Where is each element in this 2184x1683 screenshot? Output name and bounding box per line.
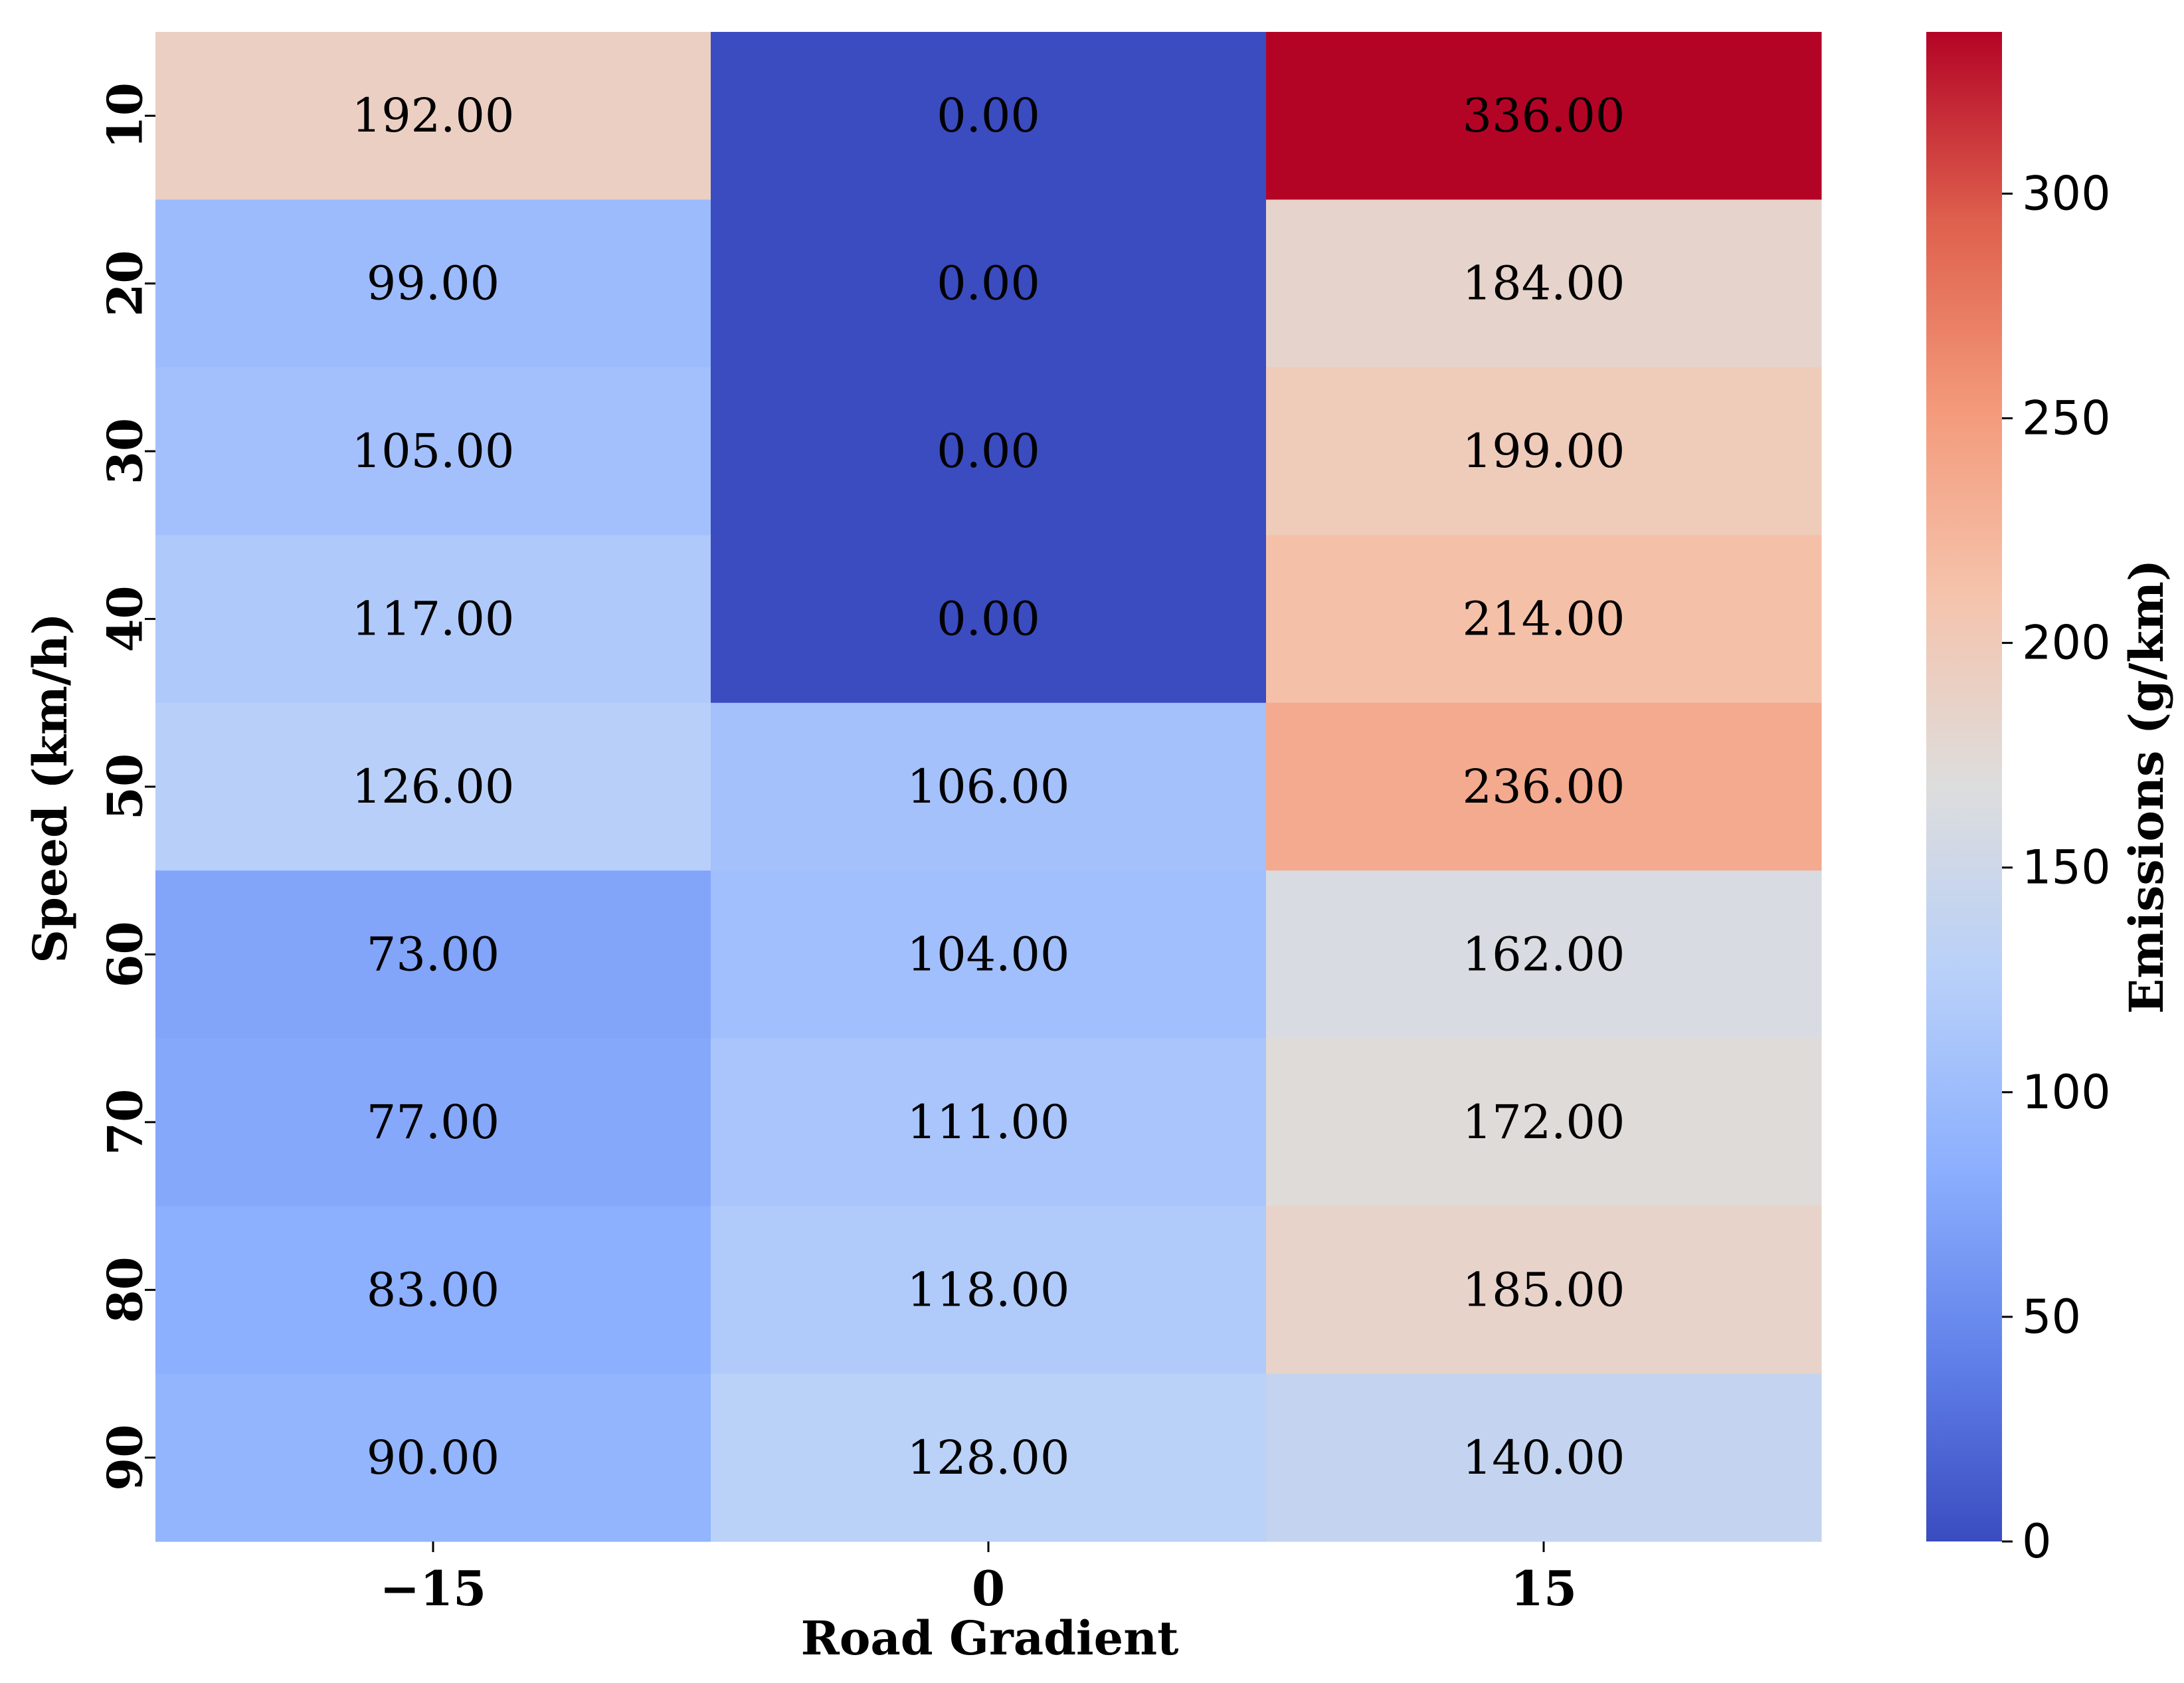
heatmap-cell — [155, 32, 711, 200]
y-axis: 10 20 30 40 50 60 70 80 90 — [97, 82, 155, 1491]
colorbar-ticks: 0 50 100 150 200 250 300 — [2002, 166, 2111, 1569]
colorbar-tick-label: 100 — [2022, 1065, 2111, 1120]
heatmap-cell — [1266, 1373, 1822, 1542]
heatmap-cell — [1266, 367, 1822, 536]
heatmap-cell — [711, 1373, 1267, 1542]
cell-value-label: 185.00 — [1463, 1262, 1625, 1317]
heatmap-cell — [1266, 702, 1822, 871]
heatmap-cell — [1266, 870, 1822, 1039]
colorbar-tick-label: 0 — [2022, 1514, 2052, 1569]
cell-value-label: 106.00 — [907, 759, 1070, 814]
heatmap-cell — [1266, 1038, 1822, 1207]
heatmap-cells: 192.00 0.00 336.00 99.00 0.00 184.00 105.00 0.0… — [155, 32, 1822, 1542]
cell-value-label: 0.00 — [937, 424, 1040, 478]
y-axis-title: Speed (km/h) — [23, 613, 78, 963]
cell-value-label: 77.00 — [367, 1095, 500, 1149]
cell-value-label: 117.00 — [352, 592, 515, 646]
cell-value-label: 172.00 — [1463, 1095, 1625, 1149]
y-tick-label: 30 — [97, 418, 153, 484]
heatmap-cell — [155, 367, 711, 536]
cell-value-label: 105.00 — [352, 424, 515, 478]
heatmap-cell — [1266, 535, 1822, 704]
heatmap-cell — [711, 1206, 1267, 1375]
heatmap-cell — [1266, 32, 1822, 200]
cell-value-label: 128.00 — [907, 1431, 1070, 1485]
cell-value-label: 214.00 — [1463, 592, 1625, 646]
cell-value-label: 126.00 — [352, 759, 515, 814]
cell-value-label: 199.00 — [1463, 424, 1625, 478]
heatmap-cell — [711, 367, 1267, 536]
cell-value-label: 104.00 — [907, 927, 1070, 981]
cell-value-label: 0.00 — [937, 88, 1040, 143]
heatmap-cell — [711, 535, 1267, 704]
cell-value-label: 184.00 — [1463, 256, 1625, 311]
cell-value-label: 236.00 — [1463, 759, 1625, 814]
x-tick-label: 0 — [972, 1560, 1005, 1617]
heatmap-cell — [711, 870, 1267, 1039]
heatmap-cell — [155, 1373, 711, 1542]
heatmap-cell — [711, 32, 1267, 200]
cell-value-label: 192.00 — [352, 88, 515, 143]
cell-value-label: 83.00 — [367, 1262, 500, 1317]
y-tick-label: 40 — [97, 585, 153, 652]
heatmap-cell — [1266, 1206, 1822, 1375]
colorbar-tick-label: 250 — [2022, 391, 2111, 446]
x-axis-title: Road Gradient — [801, 1611, 1179, 1666]
heatmap-cell — [155, 870, 711, 1039]
y-tick-label: 10 — [97, 82, 153, 149]
heatmap-cell — [155, 199, 711, 368]
heatmap-cell — [711, 702, 1267, 871]
heatmap-cell — [155, 1206, 711, 1375]
y-tick-label: 70 — [97, 1089, 153, 1155]
cell-value-label: 0.00 — [937, 256, 1040, 311]
heatmap-cell — [155, 535, 711, 704]
colorbar-tick-label: 300 — [2022, 166, 2111, 221]
x-tick-label: −15 — [380, 1560, 487, 1617]
cell-value-label: 336.00 — [1463, 88, 1625, 143]
heatmap-cell — [1266, 199, 1822, 368]
cell-value-label: 99.00 — [367, 256, 500, 311]
colorbar — [1926, 32, 2002, 1541]
x-axis: −15 0 15 — [380, 1541, 1577, 1617]
y-tick-label: 90 — [97, 1425, 153, 1491]
colorbar-tick-label: 150 — [2022, 841, 2111, 895]
y-tick-label: 20 — [97, 250, 153, 317]
cell-value-label: 73.00 — [367, 927, 500, 981]
colorbar-tick-label: 50 — [2022, 1290, 2081, 1344]
y-tick-label: 80 — [97, 1256, 153, 1323]
cell-value-label: 90.00 — [367, 1431, 500, 1485]
heatmap-cell — [155, 702, 711, 871]
cell-value-label: 111.00 — [907, 1095, 1070, 1149]
heatmap-cell — [711, 1038, 1267, 1207]
cell-value-label: 118.00 — [907, 1262, 1070, 1317]
cell-value-label: 162.00 — [1463, 927, 1625, 981]
colorbar-tick-label: 200 — [2022, 616, 2111, 670]
cell-value-label: 0.00 — [937, 592, 1040, 646]
heatmap-cell — [155, 1038, 711, 1207]
y-tick-label: 60 — [97, 921, 153, 987]
x-tick-label: 15 — [1510, 1560, 1577, 1617]
cell-value-label: 140.00 — [1463, 1431, 1625, 1485]
colorbar-title: Emissions (g/km) — [2119, 559, 2174, 1014]
y-tick-label: 50 — [97, 753, 153, 820]
heatmap-cell — [711, 199, 1267, 368]
